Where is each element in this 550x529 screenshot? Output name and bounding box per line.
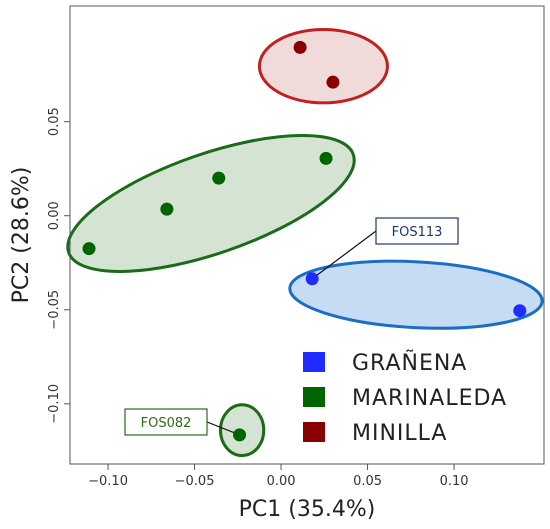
annotation-label-fos113: FOS113 [392,225,443,240]
legend-swatch-marinaleda [303,387,325,407]
y-tick-label: 0.00 [47,201,62,230]
plot-frame [69,5,545,465]
point-granena [513,304,527,318]
point-marinaleda [319,151,333,165]
x-tick-label: −0.10 [88,474,128,489]
annotation-box-fos113 [375,217,459,245]
point-minilla [326,75,340,89]
x-tick-label: 0.05 [353,474,382,489]
legend-label-granena: GRAÑENA [352,349,467,376]
x-tick-label: −0.05 [175,474,215,489]
point-marinaleda [212,171,226,185]
x-tick-label: 0.10 [440,474,469,489]
y-tick-label: 0.05 [47,107,62,136]
point-marinaleda [233,428,247,442]
x-axis-title: PC1 (35.4%) [239,497,376,522]
annotation-box-fos082 [124,408,208,436]
point-marinaleda [160,202,174,216]
legend-label-minilla: MINILLA [352,421,447,446]
y-tick-label: −0.05 [47,290,62,330]
legend-label-marinaleda: MARINALEDA [352,386,507,411]
y-axis-title: PC2 (28.6%) [9,167,34,304]
ellipse-granena [288,259,544,330]
annotation-layer: FOS113 FOS082 [124,217,459,436]
ellipse-layer [66,28,544,458]
x-tick-label: 0.00 [267,474,296,489]
ellipse-marinaleda [66,134,356,273]
ellipse-minilla [257,28,389,105]
legend: GRAÑENA MARINALEDA MINILLA [303,349,507,446]
legend-swatch-granena [303,352,325,372]
legend-swatch-minilla [303,422,325,442]
point-minilla [293,40,307,54]
annotation-label-fos082: FOS082 [141,416,192,431]
y-tick-label: −0.10 [47,384,62,424]
point-marinaleda [82,242,96,256]
point-granena [305,272,319,286]
point-layer [82,40,527,442]
annotation-leader-fos113 [311,230,377,280]
x-axis: −0.10 −0.05 0.00 0.05 0.10 [88,464,469,489]
y-axis: −0.10 −0.05 0.00 0.05 [47,107,70,424]
